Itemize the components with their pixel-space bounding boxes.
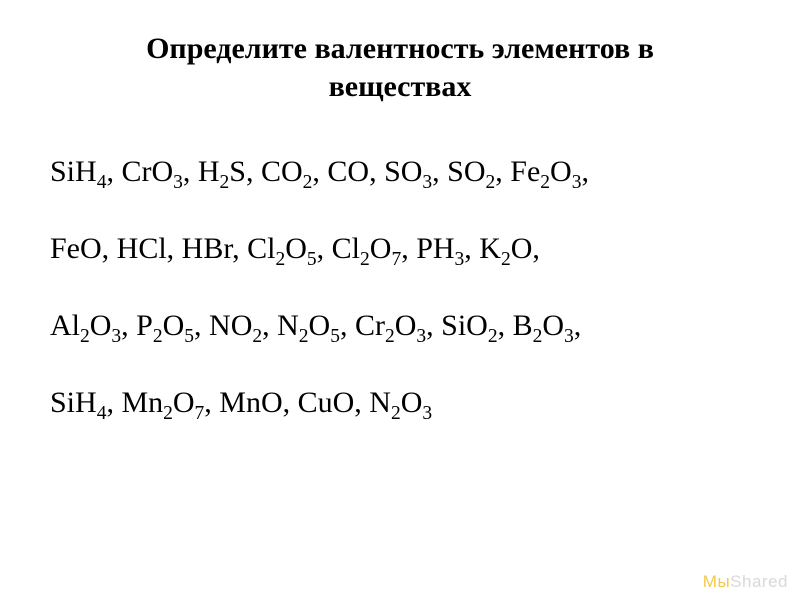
formula-list: SiH4, CrO3, H2S, CO2, CO, SO3, SO2, Fe2O…	[50, 155, 750, 419]
watermark-gray: Shared	[730, 572, 788, 591]
formula-row: Al2O3, P2O5, NO2, N2O5, Cr2O3, SiO2, B2O…	[50, 309, 750, 342]
title-line-1: Определите валентность элементов в	[146, 32, 654, 65]
watermark: МыShared	[703, 572, 788, 592]
title-line-2: веществах	[329, 70, 472, 103]
formula-row: SiH4, CrO3, H2S, CO2, CO, SO3, SO2, Fe2O…	[50, 155, 750, 188]
slide: Определите валентность элементов в вещес…	[0, 0, 800, 600]
slide-title: Определите валентность элементов в вещес…	[50, 30, 750, 105]
formula-row: SiH4, Mn2O7, MnO, CuO, N2O3	[50, 386, 750, 419]
formula-row: FeO, HCl, HBr, Cl2O5, Cl2O7, PH3, K2O,	[50, 232, 750, 265]
watermark-accent: Мы	[703, 572, 730, 591]
